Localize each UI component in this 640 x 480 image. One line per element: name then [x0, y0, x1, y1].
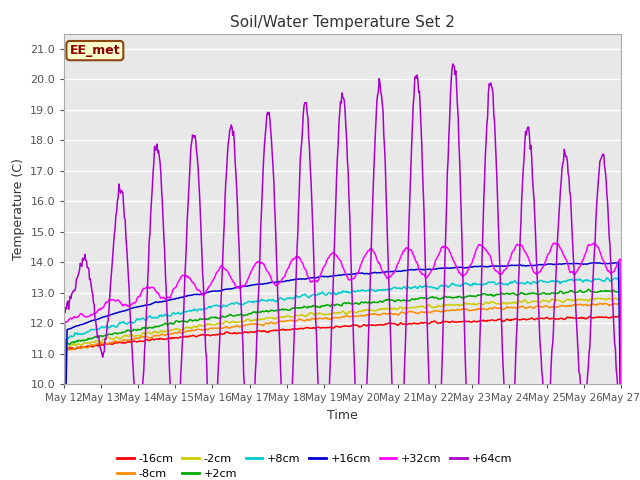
+32cm	[70, 314, 78, 320]
+64cm	[426, 417, 434, 422]
+8cm	[70, 333, 78, 339]
+64cm	[214, 387, 221, 393]
+32cm	[214, 269, 221, 275]
+64cm	[410, 93, 418, 98]
-16cm	[617, 407, 625, 413]
-2cm	[184, 324, 192, 330]
+8cm	[127, 320, 135, 325]
-8cm	[70, 346, 78, 352]
+32cm	[127, 302, 135, 308]
+64cm	[184, 205, 192, 211]
Line: +32cm: +32cm	[64, 243, 621, 445]
-8cm	[127, 336, 135, 342]
+8cm	[184, 308, 192, 314]
+64cm	[60, 303, 68, 309]
Line: -2cm: -2cm	[64, 298, 621, 480]
+16cm	[70, 324, 78, 330]
+16cm	[426, 266, 434, 272]
-16cm	[586, 313, 594, 319]
-2cm	[617, 393, 625, 398]
-8cm	[184, 328, 192, 334]
+32cm	[410, 253, 418, 259]
Text: EE_met: EE_met	[70, 44, 120, 57]
X-axis label: Time: Time	[327, 408, 358, 421]
-16cm	[426, 320, 434, 326]
-16cm	[127, 339, 135, 345]
+64cm	[617, 395, 625, 400]
Title: Soil/Water Temperature Set 2: Soil/Water Temperature Set 2	[230, 15, 455, 30]
+16cm	[614, 260, 622, 265]
+8cm	[214, 303, 221, 309]
+32cm	[184, 274, 192, 279]
+16cm	[127, 305, 135, 311]
Line: -8cm: -8cm	[64, 303, 621, 480]
-16cm	[410, 320, 418, 326]
+32cm	[426, 270, 434, 276]
-8cm	[410, 309, 418, 315]
-16cm	[214, 332, 221, 338]
+2cm	[410, 297, 418, 302]
-2cm	[410, 304, 418, 310]
+32cm	[60, 442, 68, 448]
+2cm	[214, 315, 221, 321]
+64cm	[449, 61, 456, 67]
-2cm	[70, 341, 78, 347]
Line: -16cm: -16cm	[64, 316, 621, 480]
-8cm	[616, 300, 624, 306]
Line: +2cm: +2cm	[64, 289, 621, 480]
+16cm	[617, 420, 625, 425]
+2cm	[426, 294, 434, 300]
+16cm	[410, 267, 418, 273]
Line: +64cm: +64cm	[64, 64, 621, 480]
-8cm	[214, 325, 221, 331]
+32cm	[617, 398, 625, 404]
+8cm	[617, 378, 625, 384]
+8cm	[603, 275, 611, 281]
-2cm	[612, 295, 620, 301]
-2cm	[426, 303, 434, 309]
+2cm	[127, 328, 135, 334]
+2cm	[184, 319, 192, 324]
+32cm	[550, 240, 558, 246]
+2cm	[617, 387, 625, 393]
-8cm	[617, 396, 625, 402]
+8cm	[426, 284, 434, 290]
+16cm	[214, 288, 221, 294]
-2cm	[214, 321, 221, 327]
+16cm	[184, 293, 192, 299]
-2cm	[127, 331, 135, 337]
Line: +8cm: +8cm	[64, 278, 621, 480]
Y-axis label: Temperature (C): Temperature (C)	[12, 158, 25, 260]
+2cm	[70, 340, 78, 346]
Legend: -16cm, -8cm, -2cm, +2cm, +8cm, +16cm, +32cm, +64cm: -16cm, -8cm, -2cm, +2cm, +8cm, +16cm, +3…	[113, 449, 516, 480]
-16cm	[70, 346, 78, 352]
-8cm	[426, 310, 434, 315]
+64cm	[127, 334, 135, 340]
-16cm	[184, 334, 192, 340]
+2cm	[585, 287, 593, 292]
+8cm	[410, 284, 418, 290]
Line: +16cm: +16cm	[64, 263, 621, 480]
+64cm	[70, 288, 78, 293]
